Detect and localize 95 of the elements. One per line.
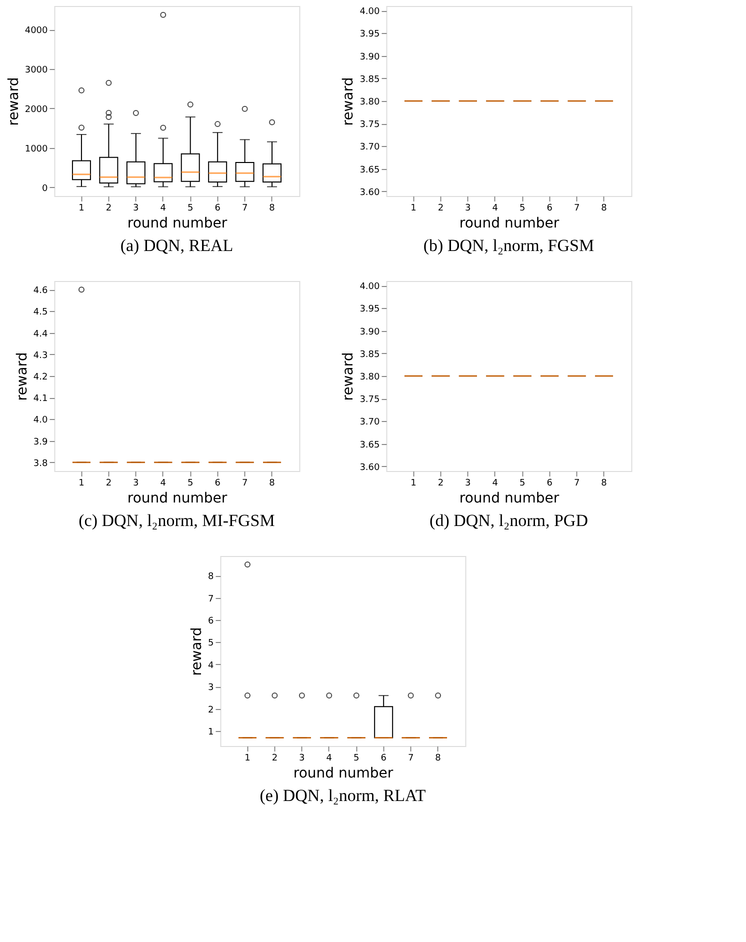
x-tick-label: 8	[269, 204, 276, 214]
y-tick-label: 4.0	[33, 416, 48, 426]
y-tick-label: 4.00	[360, 282, 380, 292]
x-tick-label: 8	[269, 478, 276, 488]
x-tick-label: 2	[438, 204, 444, 214]
y-tick-label: 4.4	[33, 329, 48, 340]
y-tick-label: 2000	[24, 104, 48, 115]
y-tick-label: 4000	[24, 26, 48, 36]
y-tick-label: 3.70	[360, 142, 380, 153]
x-tick-label: 6	[380, 754, 387, 764]
y-axis-title: reward	[14, 352, 30, 401]
text: (e) DQN, l₂norm, RLAT	[260, 786, 426, 805]
x-tick-label: 5	[519, 204, 526, 214]
x-tick-label: 6	[214, 478, 221, 488]
text: (d) DQN, l₂norm, PGD	[430, 511, 588, 530]
y-tick-label: 4.5	[33, 308, 48, 318]
x-tick-label: 2	[106, 478, 112, 488]
x-tick-label: 5	[187, 478, 194, 488]
y-tick-label: 4.6	[33, 286, 48, 296]
x-tick-label: 4	[326, 754, 332, 764]
y-tick-label: 4	[208, 660, 214, 671]
x-axis-title: round number	[127, 490, 228, 506]
y-tick-label: 3.85	[360, 350, 380, 360]
x-tick-label: 3	[465, 478, 471, 488]
x-tick-label: 6	[546, 204, 553, 214]
x-tick-label: 6	[546, 478, 553, 488]
text: (c) DQN, l₂norm, MI-FGSM	[78, 511, 275, 530]
y-tick-label: 3.95	[360, 30, 380, 40]
y-tick-label: 4.3	[33, 350, 48, 361]
x-tick-label: 3	[465, 204, 471, 214]
y-axis-title: reward	[340, 352, 357, 401]
x-axis-title: round number	[459, 490, 560, 506]
y-tick-label: 3.80	[360, 372, 380, 382]
y-tick-label: 3.75	[360, 120, 380, 130]
x-tick-label: 3	[133, 478, 139, 488]
x-tick-label: 7	[242, 478, 248, 488]
text: (a) DQN, REAL	[120, 236, 234, 255]
x-axis-title: round number	[293, 766, 394, 782]
x-tick-label: 4	[160, 478, 166, 488]
y-tick-label: 3.65	[360, 165, 380, 176]
y-tick-label: 3.60	[360, 462, 380, 473]
x-tick-label: 4	[492, 204, 498, 214]
y-tick-label: 3.8	[33, 458, 48, 469]
y-tick-label: 0	[42, 184, 48, 194]
text: (b) DQN, l₂norm, FGSM	[423, 236, 594, 255]
x-tick-label: 5	[519, 478, 526, 488]
x-tick-label: 5	[353, 754, 360, 764]
y-tick-label: 3	[208, 683, 214, 694]
x-tick-label: 2	[106, 204, 112, 214]
y-tick-label: 8	[208, 572, 214, 582]
y-tick-label: 3.9	[33, 437, 48, 448]
y-tick-label: 3000	[24, 66, 48, 76]
y-tick-label: 3.90	[360, 327, 380, 338]
y-tick-label: 3.90	[360, 52, 380, 62]
y-tick-label: 3.70	[360, 418, 380, 428]
x-tick-label: 1	[410, 478, 416, 488]
x-tick-label: 7	[574, 204, 580, 214]
y-tick-label: 5	[208, 638, 214, 649]
x-tick-label: 1	[78, 478, 84, 488]
y-tick-label: 7	[208, 594, 214, 604]
x-tick-label: 1	[410, 204, 416, 214]
x-tick-label: 1	[244, 754, 250, 764]
y-axis-title: reward	[340, 77, 357, 126]
y-tick-label: 1	[208, 728, 214, 738]
y-tick-label: 3.75	[360, 395, 380, 406]
y-tick-label: 4.2	[33, 372, 48, 382]
y-tick-label: 3.95	[360, 304, 380, 315]
y-tick-label: 3.60	[360, 188, 380, 198]
y-tick-label: 3.65	[360, 440, 380, 450]
x-tick-label: 8	[601, 204, 608, 214]
x-tick-label: 8	[601, 478, 608, 488]
x-tick-label: 4	[492, 478, 498, 488]
y-tick-label: 2	[208, 705, 214, 716]
x-tick-label: 7	[242, 204, 248, 214]
x-tick-label: 6	[214, 204, 221, 214]
x-tick-label: 5	[187, 204, 194, 214]
x-tick-label: 2	[438, 478, 444, 488]
x-tick-label: 2	[272, 754, 278, 764]
x-axis-title: round number	[459, 216, 560, 232]
y-tick-label: 4.1	[33, 394, 48, 404]
y-axis-title: reward	[6, 77, 22, 126]
y-tick-label: 1000	[24, 144, 48, 154]
y-tick-label: 3.85	[360, 74, 380, 85]
x-tick-label: 8	[435, 754, 442, 764]
x-tick-label: 1	[78, 204, 84, 214]
x-tick-label: 4	[160, 204, 166, 214]
y-tick-label: 6	[208, 616, 214, 626]
x-tick-label: 7	[574, 478, 580, 488]
y-axis-title: reward	[189, 627, 206, 676]
y-tick-label: 3.80	[360, 98, 380, 108]
y-tick-label: 4.00	[360, 7, 380, 18]
x-tick-label: 7	[408, 754, 414, 764]
x-tick-label: 3	[133, 204, 139, 214]
x-tick-label: 3	[299, 754, 305, 764]
x-axis-title: round number	[127, 216, 228, 232]
